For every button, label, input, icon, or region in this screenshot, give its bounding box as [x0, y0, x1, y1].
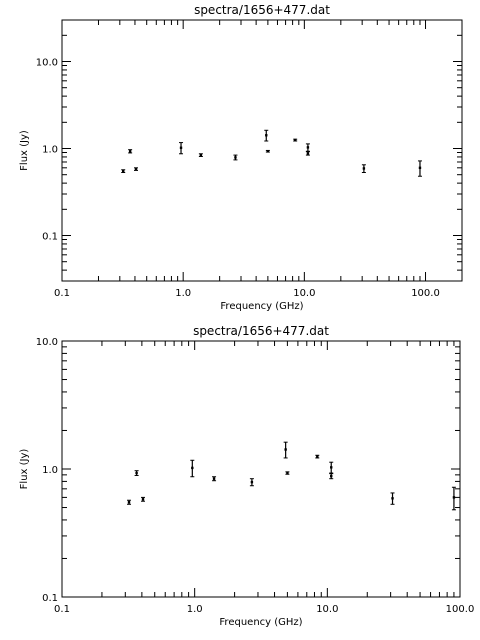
- data-point: [133, 167, 138, 171]
- data-point: [249, 478, 254, 487]
- y-tick-label: 0.1: [42, 593, 58, 604]
- data-point: [315, 454, 320, 459]
- point-marker: [452, 496, 456, 499]
- data-point: [198, 153, 203, 157]
- data-point: [417, 160, 422, 177]
- data-point: [179, 142, 184, 155]
- data-point: [293, 138, 298, 142]
- point-marker: [265, 134, 268, 137]
- chart-top: spectra/1656+477.dat Frequency (GHz) Flu…: [19, 3, 463, 312]
- chart-title: spectra/1656+477.dat: [194, 3, 330, 17]
- x-tick-label: 1.0: [175, 288, 191, 299]
- data-point: [128, 149, 133, 154]
- point-marker: [234, 156, 237, 159]
- point-marker: [191, 466, 194, 470]
- data-point: [141, 496, 146, 502]
- x-axis-label: Frequency (GHz): [220, 301, 303, 312]
- data-point: [285, 471, 290, 475]
- data-point: [361, 164, 366, 173]
- data-point: [329, 461, 334, 474]
- data-point: [190, 459, 195, 478]
- x-tick-label: 100.0: [446, 604, 475, 615]
- point-marker: [179, 146, 183, 149]
- x-tick-label: 1.0: [187, 604, 203, 615]
- data-point: [451, 486, 456, 511]
- data-point: [265, 149, 270, 153]
- y-tick-label: 10.0: [36, 58, 58, 69]
- point-marker: [135, 471, 138, 475]
- x-tick-label: 100.0: [411, 288, 440, 299]
- point-marker: [141, 498, 145, 501]
- y-axis-label: Flux (Jy): [19, 449, 30, 490]
- chart-title: spectra/1656+477.dat: [193, 324, 329, 338]
- chart-bottom: spectra/1656+477.dat Frequency (GHz) Flu…: [19, 324, 474, 628]
- plot-frame: [61, 19, 463, 282]
- point-marker: [418, 166, 422, 170]
- data-point: [134, 470, 139, 476]
- point-marker: [122, 169, 125, 173]
- point-marker: [127, 501, 131, 504]
- point-marker: [250, 480, 254, 484]
- y-tick-label: 0.1: [42, 232, 58, 243]
- x-axis-label: Frequency (GHz): [219, 617, 302, 628]
- data-point: [390, 492, 395, 505]
- point-marker: [293, 138, 297, 142]
- data-point: [283, 441, 288, 459]
- point-marker: [362, 167, 366, 170]
- point-marker: [391, 497, 394, 500]
- y-tick-label: 10.0: [36, 337, 58, 348]
- point-marker: [212, 477, 216, 480]
- y-tick-label: 1.0: [42, 465, 58, 476]
- point-marker: [286, 471, 289, 475]
- point-marker: [330, 474, 333, 478]
- data-point: [305, 151, 310, 156]
- point-marker: [330, 466, 333, 469]
- point-marker: [306, 146, 310, 149]
- point-marker: [134, 167, 138, 171]
- y-axis-label: Flux (Jy): [19, 130, 30, 171]
- x-tick-label: 10.0: [293, 288, 315, 299]
- point-marker: [199, 153, 203, 157]
- data-point: [212, 476, 217, 482]
- point-marker: [316, 455, 319, 458]
- data-point: [127, 499, 132, 505]
- x-tick-label: 10.0: [316, 604, 338, 615]
- x-tick-label: 0.1: [54, 288, 70, 299]
- data-point: [233, 154, 238, 161]
- data-point: [329, 473, 334, 480]
- point-marker: [284, 448, 287, 451]
- point-marker: [128, 150, 132, 153]
- x-tick-label: 0.1: [54, 604, 70, 615]
- point-marker: [266, 150, 270, 153]
- data-point: [264, 129, 269, 142]
- y-tick-label: 1.0: [42, 145, 58, 156]
- point-marker: [306, 152, 310, 155]
- data-point: [121, 169, 126, 173]
